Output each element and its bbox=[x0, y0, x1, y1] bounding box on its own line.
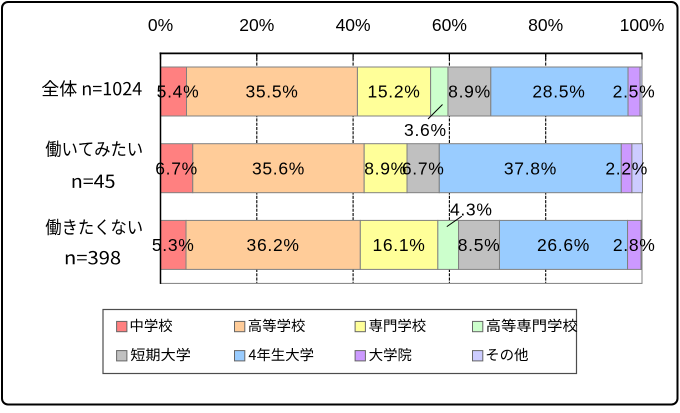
svg-text:6.7%: 6.7% bbox=[402, 158, 445, 178]
svg-text:3.6%: 3.6% bbox=[404, 120, 447, 140]
svg-text:2.8%: 2.8% bbox=[613, 235, 656, 255]
svg-text:15.2%: 15.2% bbox=[367, 82, 420, 102]
svg-text:26.6%: 26.6% bbox=[537, 235, 590, 255]
svg-text:35.6%: 35.6% bbox=[252, 158, 305, 178]
svg-text:0%: 0% bbox=[148, 15, 173, 35]
svg-text:20%: 20% bbox=[239, 15, 274, 35]
svg-text:37.8%: 37.8% bbox=[504, 158, 557, 178]
svg-text:60%: 60% bbox=[432, 15, 467, 35]
svg-text:2.5%: 2.5% bbox=[613, 82, 656, 102]
svg-text:2.2%: 2.2% bbox=[605, 158, 648, 178]
svg-text:28.5%: 28.5% bbox=[532, 82, 585, 102]
svg-text:40%: 40% bbox=[336, 15, 371, 35]
svg-text:5.4%: 5.4% bbox=[157, 82, 200, 102]
svg-text:6.7%: 6.7% bbox=[155, 158, 198, 178]
svg-text:36.2%: 36.2% bbox=[247, 235, 300, 255]
svg-text:100%: 100% bbox=[620, 15, 665, 35]
svg-text:16.1%: 16.1% bbox=[372, 235, 425, 255]
svg-text:4.3%: 4.3% bbox=[450, 200, 493, 220]
svg-text:8.5%: 8.5% bbox=[458, 235, 501, 255]
svg-text:8.9%: 8.9% bbox=[448, 82, 491, 102]
svg-text:8.9%: 8.9% bbox=[364, 158, 407, 178]
svg-text:35.5%: 35.5% bbox=[245, 82, 298, 102]
svg-text:5.3%: 5.3% bbox=[152, 235, 195, 255]
svg-text:80%: 80% bbox=[528, 15, 563, 35]
